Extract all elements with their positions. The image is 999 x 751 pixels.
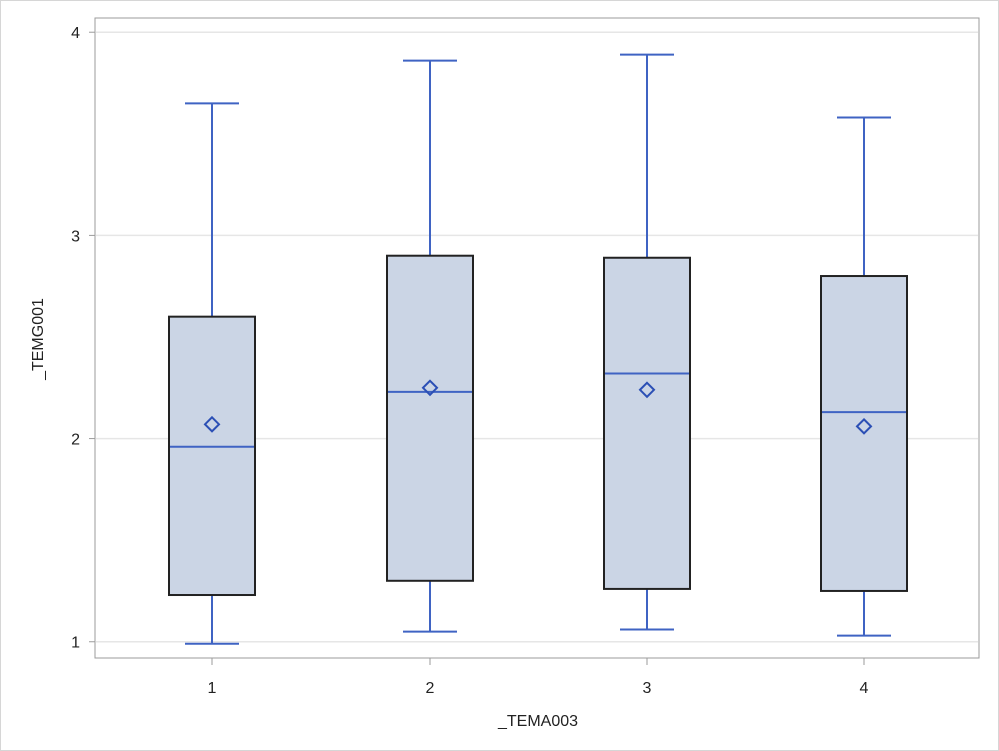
box-group-2 [386,59,474,633]
y-tick-label: 2 [71,432,80,449]
axes [89,17,980,665]
box-group-1 [168,102,256,645]
boxes [168,53,908,645]
mean-marker [855,417,873,435]
x-tick-label: 4 [860,680,869,697]
box-iqr [168,315,256,597]
box-group-4 [820,116,908,637]
y-tick-label: 3 [71,228,80,245]
x-tick-label: 2 [426,680,435,697]
y-tick-label: 4 [71,25,80,42]
box-iqr [603,256,691,590]
x-tick-label: 1 [208,680,217,697]
box-iqr [386,254,474,582]
y-axis-title: _TEMG001 [30,298,47,381]
tick-labels: 1 2 3 4 1 2 3 4 [71,25,868,697]
mean-marker [421,379,439,397]
x-tick-label: 3 [643,680,652,697]
y-tick-label: 1 [71,635,80,652]
mean-marker [203,415,221,433]
plot-area-border [94,17,980,659]
x-axis-title: _TEMA003 [497,713,578,730]
box-group-3 [603,53,691,631]
mean-marker [638,381,656,399]
